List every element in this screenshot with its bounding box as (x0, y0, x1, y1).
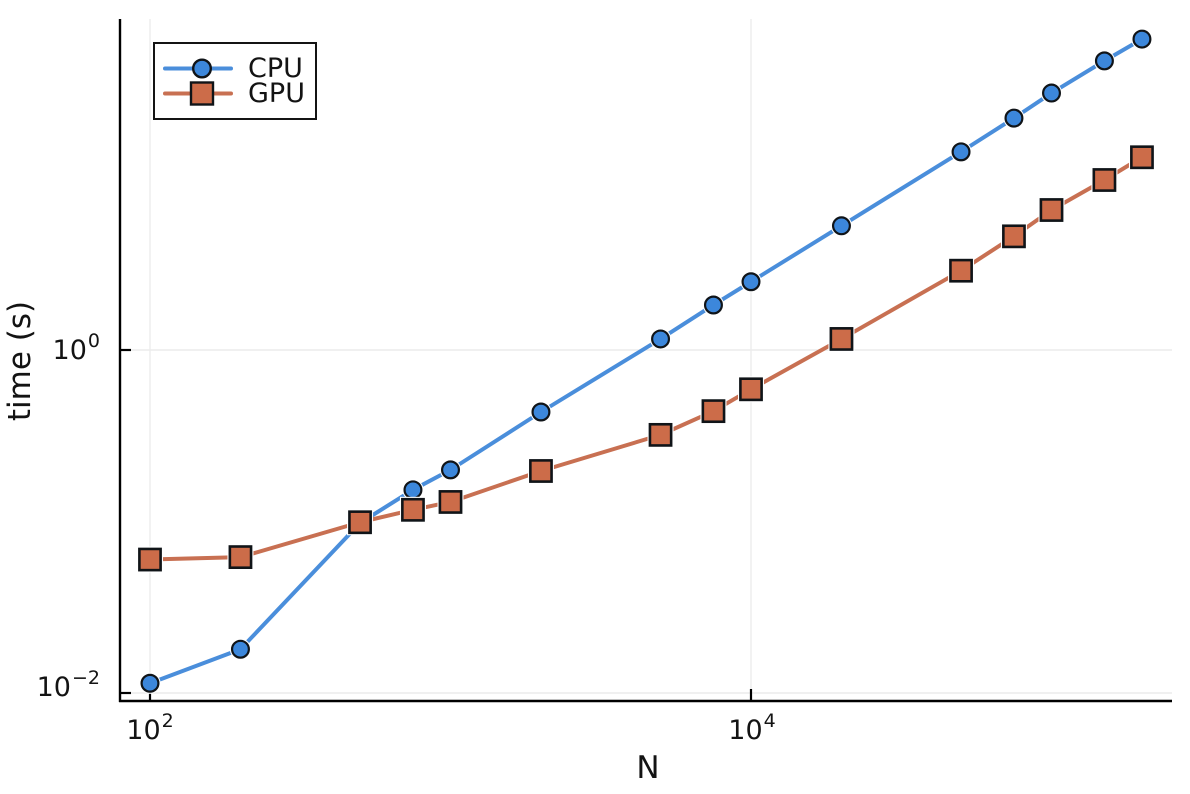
y-axis-label: time (s) (2, 300, 38, 422)
x-axis-label: N (636, 750, 660, 786)
data-series (137, 28, 1155, 694)
axis-spines (118, 19, 1172, 703)
legend-label-gpu: GPU (248, 78, 305, 109)
legend: CPU GPU (153, 42, 317, 120)
series-gpu (137, 144, 1155, 573)
x-tick-label-1e2: 102 (126, 710, 174, 747)
gpu-line-square-marker-icon (163, 81, 233, 106)
legend-item-gpu: GPU (163, 78, 305, 109)
axis-tick-marks (119, 348, 753, 700)
cpu-line-circle-marker-icon (163, 58, 233, 79)
x-tick-label-1e4: 104 (728, 710, 776, 747)
series-cpu (139, 28, 1153, 694)
legend-label-cpu: CPU (248, 53, 303, 84)
y-tick-label-1e-2: 10−2 (36, 667, 100, 704)
legend-item-cpu: CPU (163, 53, 305, 84)
y-tick-label-1e0: 100 (52, 330, 100, 367)
